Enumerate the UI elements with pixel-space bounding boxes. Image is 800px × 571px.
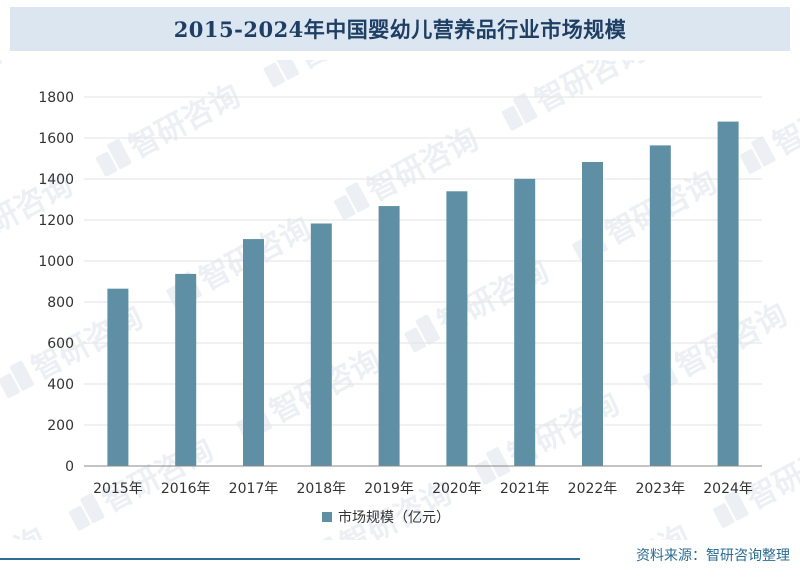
x-tick-label: 2020年 <box>432 481 482 497</box>
x-tick-label: 2016年 <box>161 481 211 497</box>
y-tick-label: 0 <box>65 459 74 475</box>
legend-label: 市场规模（亿元） <box>338 509 450 526</box>
bar-2024年 <box>717 121 739 466</box>
x-tick-label: 2024年 <box>703 481 753 497</box>
x-axis-labels: 2015年 2016年 2017年 2018年 2019年 2020年 2021年 2022年… <box>93 481 753 497</box>
source-note: 资料来源：智研咨询整理 <box>636 548 790 564</box>
bar-2016年 <box>175 273 197 466</box>
x-tick-label: 2018年 <box>296 481 346 497</box>
chart-title-bar: 2015-2024年中国婴幼儿营养品行业市场规模 <box>10 7 790 51</box>
x-tick-label: 2019年 <box>364 481 414 497</box>
gridlines <box>84 96 762 426</box>
bar-2018年 <box>310 223 332 466</box>
y-tick-label: 600 <box>47 336 74 352</box>
bar-2015年 <box>107 288 129 466</box>
y-tick-label: 400 <box>47 377 74 393</box>
y-tick-label: 1800 <box>38 90 74 106</box>
y-tick-label: 1200 <box>38 213 74 229</box>
x-tick-label: 2023年 <box>635 481 685 497</box>
x-tick-label: 2017年 <box>229 481 279 497</box>
y-tick-label: 200 <box>47 418 74 434</box>
bars <box>107 121 739 467</box>
bar-2017年 <box>243 239 264 466</box>
legend: 市场规模（亿元） <box>322 509 450 526</box>
x-tick-label: 2021年 <box>500 481 550 497</box>
legend-swatch <box>322 512 332 522</box>
x-tick-label: 2015年 <box>93 481 143 497</box>
y-axis-ticks: 0 200 400 600 800 1000 1200 1400 1600 1800 <box>38 90 74 475</box>
y-tick-label: 1600 <box>38 131 74 147</box>
y-tick-label: 1000 <box>38 254 74 270</box>
bar-2019年 <box>378 206 400 466</box>
footer-divider <box>0 558 580 560</box>
bar-2021年 <box>514 178 536 467</box>
bar-2023年 <box>649 145 671 466</box>
chart-title: 2015-2024年中国婴幼儿营养品行业市场规模 <box>173 17 627 42</box>
y-tick-label: 800 <box>47 295 74 311</box>
x-tick-label: 2022年 <box>568 481 618 497</box>
bar-2022年 <box>582 161 603 467</box>
y-tick-label: 1400 <box>38 172 74 188</box>
bar-2020年 <box>446 191 468 467</box>
